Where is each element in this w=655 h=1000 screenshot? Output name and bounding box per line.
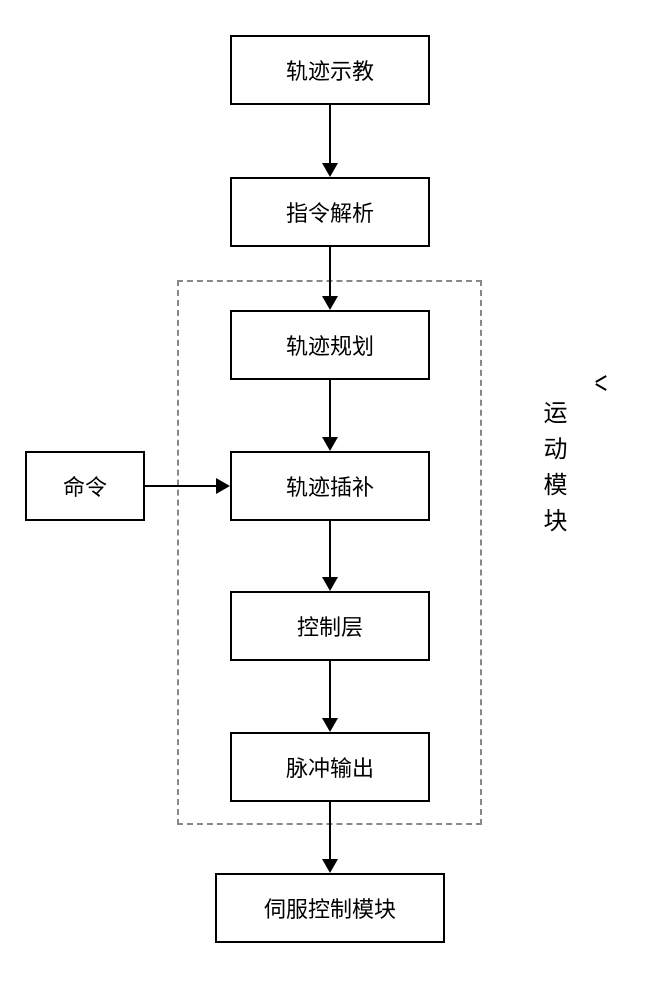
node-servo-control-module: 伺服控制模块 — [215, 873, 445, 943]
bracket-line — [595, 375, 606, 383]
edge-line — [145, 485, 216, 487]
node-label: 轨迹插补 — [286, 470, 374, 502]
arrow-down-icon — [322, 718, 338, 732]
node-label: 命令 — [63, 470, 107, 502]
node-trajectory-teaching: 轨迹示教 — [230, 35, 430, 105]
edge-line — [329, 802, 331, 859]
bracket-line-2 — [595, 383, 606, 391]
arrow-down-icon — [322, 437, 338, 451]
node-trajectory-interpolation: 轨迹插补 — [230, 451, 430, 521]
edge-line — [329, 521, 331, 577]
flowchart-container: 运动模块 轨迹示教 指令解析 轨迹规划 轨迹插补 控制层 脉冲输出 伺服控制模块… — [0, 0, 655, 1000]
node-control-layer: 控制层 — [230, 591, 430, 661]
node-label: 脉冲输出 — [286, 751, 374, 783]
edge-line — [329, 105, 331, 163]
node-label: 指令解析 — [286, 196, 374, 228]
edge-line — [329, 380, 331, 437]
arrow-down-icon — [322, 163, 338, 177]
node-label: 控制层 — [297, 610, 363, 642]
arrow-right-icon — [216, 478, 230, 494]
node-instruction-parsing: 指令解析 — [230, 177, 430, 247]
arrow-down-icon — [322, 296, 338, 310]
node-command: 命令 — [25, 451, 145, 521]
motion-module-label: 运动模块 — [535, 400, 570, 544]
arrow-down-icon — [322, 577, 338, 591]
node-label: 轨迹规划 — [286, 329, 374, 361]
edge-line — [329, 247, 331, 296]
node-pulse-output: 脉冲输出 — [230, 732, 430, 802]
edge-line — [329, 661, 331, 718]
node-label: 伺服控制模块 — [264, 892, 396, 924]
node-trajectory-planning: 轨迹规划 — [230, 310, 430, 380]
arrow-down-icon — [322, 859, 338, 873]
node-label: 轨迹示教 — [286, 54, 374, 86]
